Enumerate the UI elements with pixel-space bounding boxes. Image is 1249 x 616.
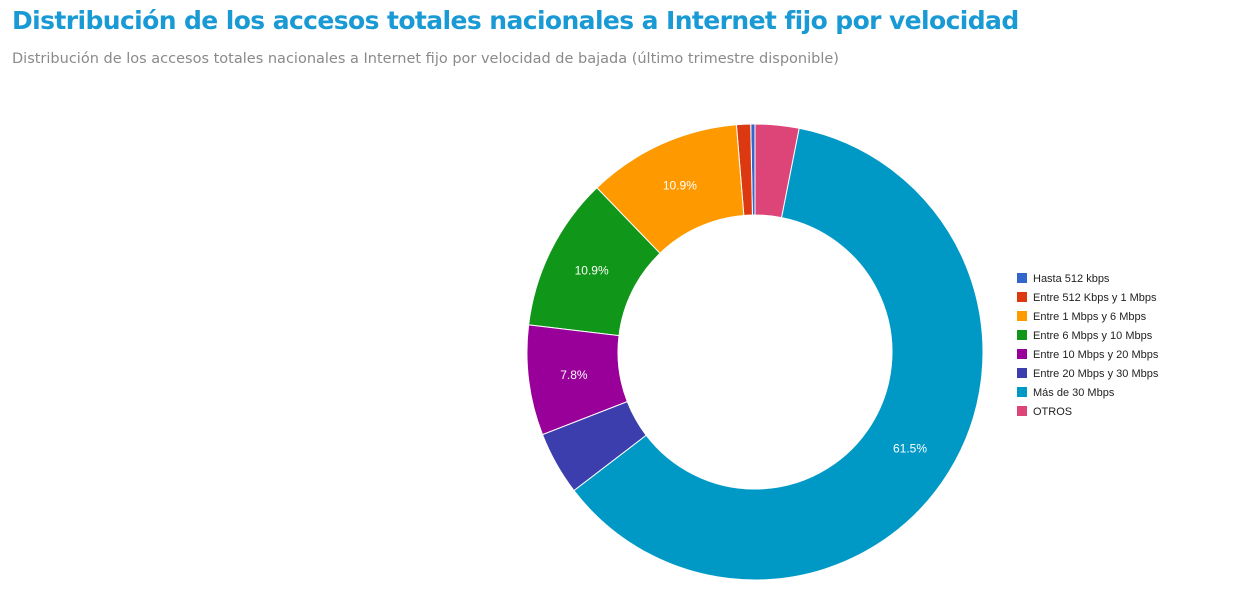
- legend-swatch: [1017, 368, 1027, 378]
- slice-label-entre-1-mbps-y-6-mbps: 10.9%: [663, 179, 697, 193]
- slice-label-mas-de-30-mbps: 61.5%: [893, 441, 927, 455]
- donut-slices: [526, 123, 984, 581]
- legend-label: Entre 6 Mbps y 10 Mbps: [1033, 330, 1153, 342]
- legend-swatch: [1017, 273, 1027, 283]
- legend-label: Entre 20 Mbps y 30 Mbps: [1033, 368, 1159, 380]
- slice-label-entre-10-mbps-y-20-mbps: 7.8%: [560, 368, 588, 382]
- legend-label: Entre 10 Mbps y 20 Mbps: [1033, 349, 1159, 361]
- legend-label: Entre 512 Kbps y 1 Mbps: [1033, 292, 1157, 304]
- legend-swatch: [1017, 292, 1027, 302]
- page-subtitle: Distribución de los accesos totales naci…: [12, 51, 839, 67]
- legend-label: Entre 1 Mbps y 6 Mbps: [1033, 311, 1147, 323]
- legend-label: Hasta 512 kbps: [1033, 273, 1110, 285]
- slice-mas-de-30-mbps: [573, 127, 984, 581]
- legend-swatch: [1017, 311, 1027, 321]
- page-title: Distribución de los accesos totales naci…: [12, 6, 1019, 35]
- legend-label: OTROS: [1033, 406, 1072, 418]
- legend-item-mas-de-30-mbps: Más de 30 Mbps: [1017, 387, 1115, 399]
- legend-item-entre-6-mbps-y-10-mbps: Entre 6 Mbps y 10 Mbps: [1017, 330, 1153, 342]
- legend-swatch: [1017, 387, 1027, 397]
- legend-swatch: [1017, 349, 1027, 359]
- legend-item-entre-20-mbps-y-30-mbps: Entre 20 Mbps y 30 Mbps: [1017, 368, 1159, 380]
- legend-label: Más de 30 Mbps: [1033, 387, 1115, 399]
- legend-item-entre-1-mbps-y-6-mbps: Entre 1 Mbps y 6 Mbps: [1017, 311, 1147, 323]
- slice-otros: [754, 123, 800, 219]
- slice-label-entre-6-mbps-y-10-mbps: 10.9%: [575, 264, 609, 278]
- legend-item-hasta-512-kbps: Hasta 512 kbps: [1017, 273, 1110, 285]
- legend-swatch: [1017, 406, 1027, 416]
- legend-item-entre-10-mbps-y-20-mbps: Entre 10 Mbps y 20 Mbps: [1017, 349, 1159, 361]
- legend-item-entre-512-kbps-y-1-mbps: Entre 512 Kbps y 1 Mbps: [1017, 292, 1157, 304]
- legend-item-otros: OTROS: [1017, 406, 1072, 418]
- slice-labels: 10.9% 10.9% 7.8% 61.5%: [560, 179, 927, 456]
- legend-swatch: [1017, 330, 1027, 340]
- chart-legend: Hasta 512 kbps Entre 512 Kbps y 1 Mbps Ent…: [1017, 273, 1159, 418]
